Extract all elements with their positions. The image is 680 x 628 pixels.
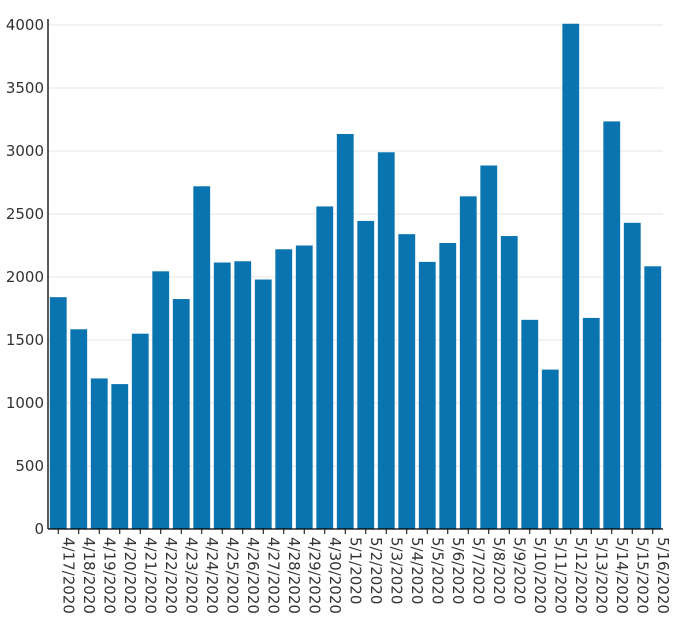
x-tick-label: 4/18/2020 bbox=[80, 537, 98, 614]
x-tick-label: 5/8/2020 bbox=[490, 537, 508, 604]
bar bbox=[213, 262, 231, 529]
bar bbox=[90, 378, 108, 529]
x-tick-label: 5/5/2020 bbox=[428, 537, 446, 604]
x-tick-label: 4/23/2020 bbox=[182, 537, 200, 614]
x-tick-label: 5/4/2020 bbox=[408, 537, 426, 604]
x-tick-label: 5/16/2020 bbox=[654, 537, 672, 614]
y-tick-labels: 0 500 1000 1500 2000 2500 3000 3500 4000 bbox=[6, 16, 44, 538]
x-tick-label: 5/14/2020 bbox=[613, 537, 631, 614]
bar bbox=[541, 369, 559, 529]
x-tick-label: 5/2/2020 bbox=[367, 537, 385, 604]
bar bbox=[603, 121, 621, 529]
bar bbox=[562, 23, 580, 530]
bar bbox=[152, 271, 170, 529]
bar bbox=[275, 249, 293, 529]
x-tick-label: 5/11/2020 bbox=[551, 537, 569, 614]
bar bbox=[377, 152, 395, 529]
x-tick-label: 4/21/2020 bbox=[141, 537, 159, 614]
x-tick-label: 4/27/2020 bbox=[264, 537, 282, 614]
bar bbox=[521, 319, 539, 529]
y-tick-label: 1500 bbox=[6, 331, 44, 349]
y-tick-label: 4000 bbox=[6, 16, 44, 34]
bar bbox=[582, 317, 600, 529]
bar bbox=[439, 242, 457, 530]
x-tick-label: 5/10/2020 bbox=[531, 537, 549, 614]
bar bbox=[295, 245, 313, 529]
y-tick-label: 2500 bbox=[6, 205, 44, 223]
y-tick-label: 3000 bbox=[6, 142, 44, 160]
x-tick-label: 4/17/2020 bbox=[59, 537, 77, 614]
x-tick-label: 5/12/2020 bbox=[572, 537, 590, 614]
bar bbox=[316, 206, 334, 529]
x-tick-label: 5/3/2020 bbox=[387, 537, 405, 604]
bar bbox=[623, 222, 641, 529]
bar bbox=[480, 165, 498, 530]
x-tick-label: 4/26/2020 bbox=[244, 537, 262, 614]
axes bbox=[47, 19, 663, 534]
x-tick-label: 5/1/2020 bbox=[346, 537, 364, 604]
x-tick-label: 4/25/2020 bbox=[223, 537, 241, 614]
x-tick-label: 4/24/2020 bbox=[203, 537, 221, 614]
bars bbox=[49, 23, 662, 530]
bar bbox=[336, 133, 354, 530]
y-tick-label: 500 bbox=[15, 457, 44, 475]
x-tick-label: 4/29/2020 bbox=[305, 537, 323, 614]
x-tick-label: 5/15/2020 bbox=[633, 537, 651, 614]
x-tick-label: 4/30/2020 bbox=[326, 537, 344, 614]
bar bbox=[398, 234, 416, 529]
bar bbox=[357, 220, 375, 529]
bar bbox=[111, 384, 129, 529]
x-tick-label: 4/20/2020 bbox=[121, 537, 139, 614]
bar bbox=[254, 279, 272, 529]
x-tick-label: 4/28/2020 bbox=[285, 537, 303, 614]
y-tick-label: 3500 bbox=[6, 79, 44, 97]
bar bbox=[459, 196, 477, 530]
x-tick-label: 5/13/2020 bbox=[592, 537, 610, 614]
x-tick-label: 4/22/2020 bbox=[162, 537, 180, 614]
bar bbox=[500, 236, 518, 530]
bar bbox=[70, 329, 88, 529]
bar bbox=[644, 266, 662, 529]
bar bbox=[234, 261, 252, 529]
y-tick-label: 2000 bbox=[6, 268, 44, 286]
x-tick-label: 5/7/2020 bbox=[469, 537, 487, 604]
bar bbox=[193, 186, 211, 529]
y-tick-label: 0 bbox=[34, 520, 44, 538]
bar bbox=[172, 299, 190, 529]
y-tick-label: 1000 bbox=[6, 394, 44, 412]
x-tick-label: 4/19/2020 bbox=[100, 537, 118, 614]
bar bbox=[131, 333, 149, 529]
gridlines bbox=[48, 24, 663, 467]
x-tick-label: 5/9/2020 bbox=[510, 537, 528, 604]
x-tick-label: 5/6/2020 bbox=[449, 537, 467, 604]
bar bbox=[418, 261, 436, 529]
x-tick-labels: 4/17/2020 4/18/2020 4/19/2020 4/20/2020 4/21… bbox=[59, 537, 672, 614]
bar bbox=[49, 297, 67, 529]
